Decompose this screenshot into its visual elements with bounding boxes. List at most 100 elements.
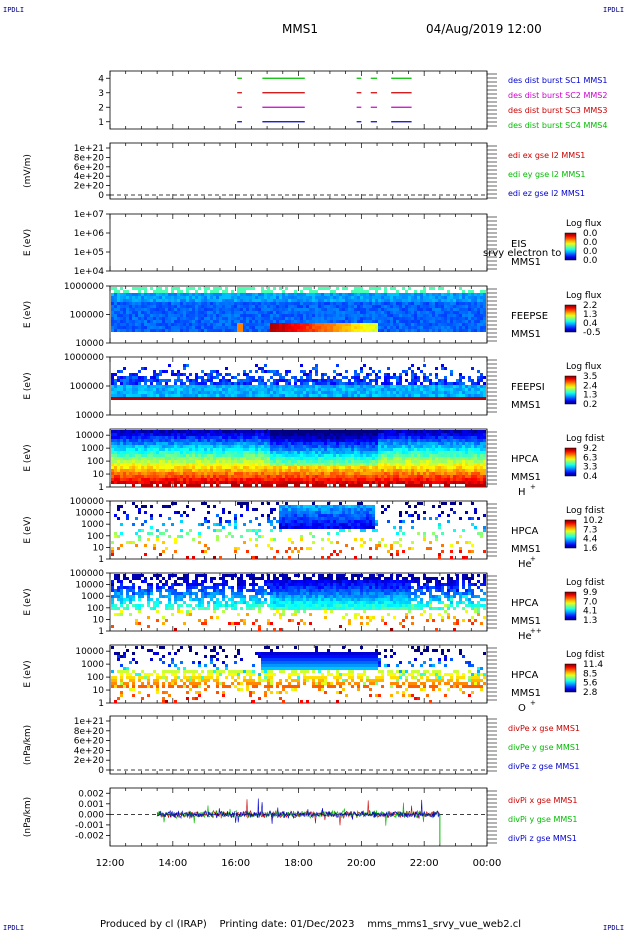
feepse-cell: [288, 317, 291, 320]
feepsi-cell: [306, 373, 309, 376]
feepsi-cell: [210, 385, 213, 388]
hpca_h-cell: [264, 478, 267, 481]
feepse-cell: [261, 290, 264, 293]
feepse-cell: [228, 320, 231, 323]
feepse-cell: [132, 314, 135, 317]
feepsi-cell: [282, 376, 285, 379]
feepsi-cell: [258, 397, 261, 400]
feepse-cell: [273, 320, 276, 323]
feepsi-cell: [225, 379, 228, 382]
hpca_h-cell: [216, 445, 219, 448]
hpca_h-cell: [168, 439, 171, 442]
feepse-cell: [279, 293, 282, 296]
feepse-cell: [288, 326, 291, 329]
feepse-cell: [129, 302, 132, 305]
feepsi-cell: [210, 391, 213, 394]
hpca_h-cell: [291, 472, 294, 475]
hpca_h-cell: [297, 448, 300, 451]
feepsi-cell: [357, 397, 360, 400]
feepse-cell: [363, 326, 366, 329]
feepse-cell: [255, 308, 258, 311]
feepse-cell: [450, 299, 453, 302]
feepse-cell: [321, 326, 324, 329]
hpca_h-cell: [363, 475, 366, 478]
hpca_h-cell: [228, 439, 231, 442]
feepse-cell: [366, 293, 369, 296]
feepse-cell: [318, 314, 321, 317]
feepsi-cell: [123, 379, 126, 382]
feepsi-cell: [234, 388, 237, 391]
feepse-cell: [381, 305, 384, 308]
feepse-cell: [339, 314, 342, 317]
feepsi-cell: [381, 382, 384, 385]
feepse-cell: [423, 305, 426, 308]
feepse-cell: [159, 290, 162, 293]
feepsi-cell: [153, 388, 156, 391]
divpe-ylabel: (nPa/km): [23, 725, 33, 765]
feepse-cell: [156, 326, 159, 329]
feepsi-cell: [345, 388, 348, 391]
hpca_h-cell: [372, 436, 375, 439]
feepsi-cell: [165, 382, 168, 385]
hpca_h-cell: [174, 433, 177, 436]
hpca_h-cell: [363, 451, 366, 454]
hpca_h-cell: [348, 451, 351, 454]
feepse-cell: [456, 299, 459, 302]
feepse-cell: [396, 302, 399, 305]
hpca_h-cell: [246, 448, 249, 451]
hpca_h-cell: [153, 460, 156, 463]
feepse-cell: [198, 305, 201, 308]
hpca_h-cell: [201, 451, 204, 454]
feepse-cell: [177, 320, 180, 323]
feepse-cell: [477, 293, 480, 296]
feepse-cell: [342, 293, 345, 296]
feepse-cell: [423, 302, 426, 305]
hpca_h-cell: [360, 481, 363, 484]
feepse-cell: [441, 293, 444, 296]
feepse-cell: [456, 326, 459, 329]
feepsi-cell: [342, 382, 345, 385]
feepse-cell: [300, 311, 303, 314]
feepse-cell: [309, 302, 312, 305]
hpca_h-cell: [216, 442, 219, 445]
feepse-cell: [474, 296, 477, 299]
feepse-cell: [246, 317, 249, 320]
feepse-cell: [204, 329, 207, 332]
feepse-cell: [432, 287, 435, 290]
hpca_h-cell: [312, 466, 315, 469]
feepsi-cell: [126, 388, 129, 391]
feepse-cell: [210, 323, 213, 326]
hpca_h-cell: [273, 472, 276, 475]
feepse-cell: [435, 317, 438, 320]
hpca_h-cell: [312, 433, 315, 436]
feepse-cell: [387, 293, 390, 296]
hpca_h-cell: [264, 484, 267, 487]
feepse-cell: [378, 323, 381, 326]
hpca_h-cell: [153, 469, 156, 472]
feepse-cell: [447, 314, 450, 317]
feepse-cell: [279, 305, 282, 308]
feepsi-cell: [369, 382, 372, 385]
feepse-cell: [264, 293, 267, 296]
hpca_h-cell: [216, 472, 219, 475]
feepsi-cell: [216, 394, 219, 397]
hpca_h-cell: [360, 433, 363, 436]
feepse-cell: [324, 287, 327, 290]
feepsi-cell: [168, 391, 171, 394]
feepse-cell: [297, 311, 300, 314]
feepse-cell: [261, 311, 264, 314]
feepsi-cell: [198, 388, 201, 391]
feepsi-cell: [363, 394, 366, 397]
feepse-cell: [357, 305, 360, 308]
feepse-cell: [471, 308, 474, 311]
hpca_h-cell: [126, 454, 129, 457]
feepse-cell: [273, 317, 276, 320]
feepsi-cell: [375, 385, 378, 388]
feepsi-cell: [117, 394, 120, 397]
feepsi-cell: [180, 394, 183, 397]
feepse-cell: [153, 314, 156, 317]
feepsi-cell: [195, 394, 198, 397]
feepsi-cell: [333, 370, 336, 373]
feepse-cell: [333, 314, 336, 317]
hpca_h-cell: [186, 472, 189, 475]
